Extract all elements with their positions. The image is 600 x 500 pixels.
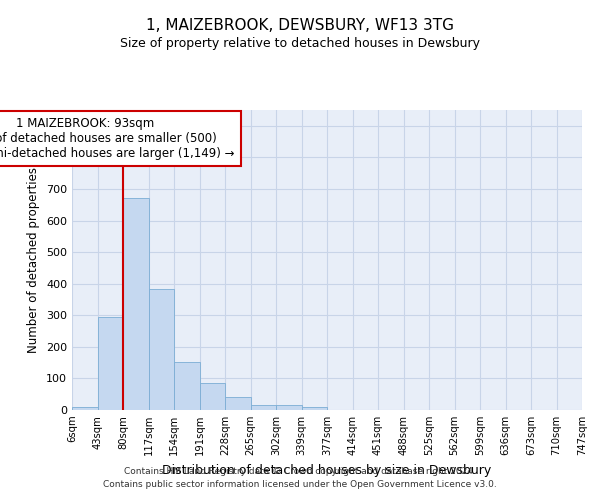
Y-axis label: Number of detached properties: Number of detached properties	[28, 167, 40, 353]
Bar	[276, 406, 302, 410]
Bar	[123, 198, 149, 410]
Bar	[225, 398, 251, 410]
Bar	[149, 289, 174, 410]
Bar	[174, 362, 199, 410]
X-axis label: Distribution of detached houses by size in Dewsbury: Distribution of detached houses by size …	[163, 464, 491, 476]
Text: 1 MAIZEBROOK: 93sqm
← 30% of detached houses are smaller (500)
69% of semi-detac: 1 MAIZEBROOK: 93sqm ← 30% of detached ho…	[0, 117, 235, 160]
Text: Size of property relative to detached houses in Dewsbury: Size of property relative to detached ho…	[120, 38, 480, 51]
Bar	[302, 407, 327, 410]
Bar	[97, 318, 123, 410]
Bar	[72, 407, 97, 410]
Bar	[199, 382, 225, 410]
Text: Contains public sector information licensed under the Open Government Licence v3: Contains public sector information licen…	[103, 480, 497, 489]
Text: 1, MAIZEBROOK, DEWSBURY, WF13 3TG: 1, MAIZEBROOK, DEWSBURY, WF13 3TG	[146, 18, 454, 32]
Text: Contains HM Land Registry data © Crown copyright and database right 2024.: Contains HM Land Registry data © Crown c…	[124, 467, 476, 476]
Bar	[251, 406, 276, 410]
